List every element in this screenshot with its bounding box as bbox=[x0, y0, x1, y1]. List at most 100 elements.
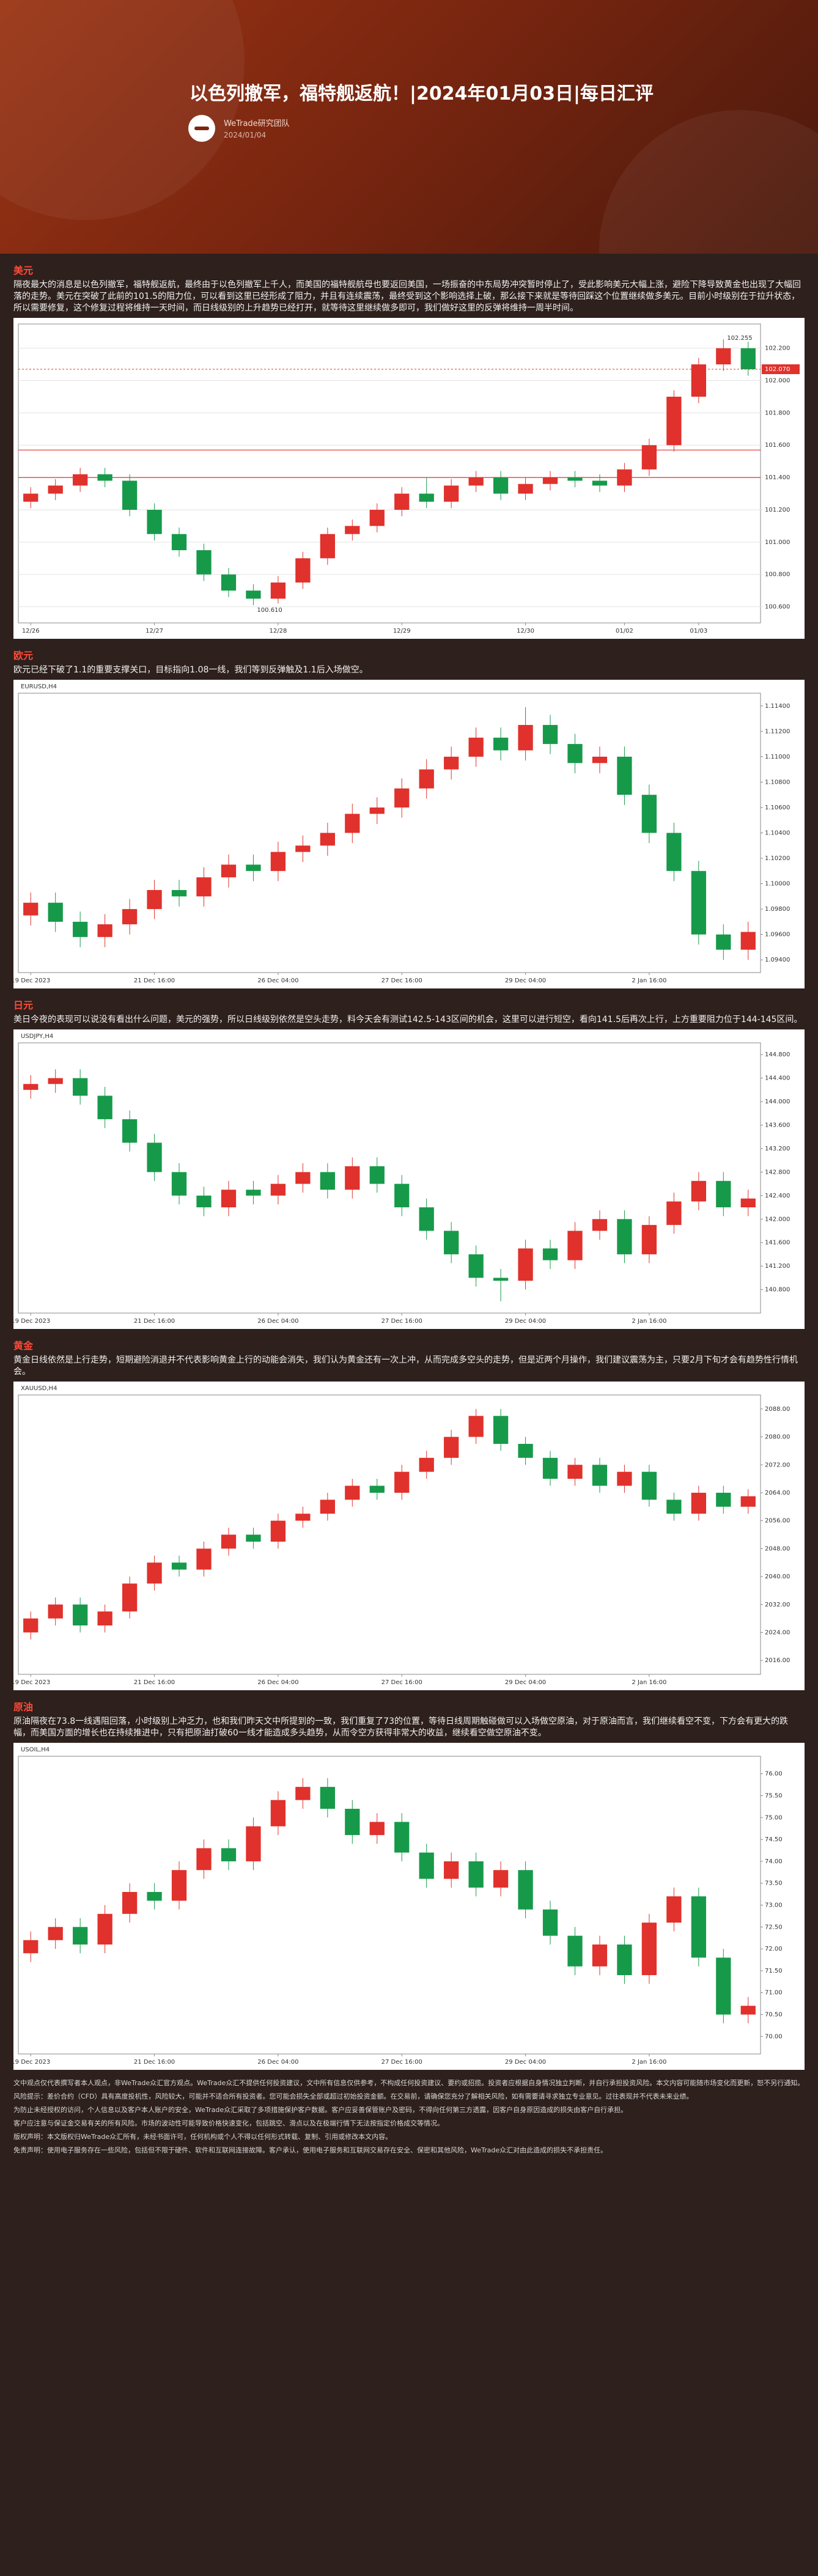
candle-body bbox=[295, 1514, 311, 1521]
candle-body bbox=[73, 1927, 88, 1945]
candle-body bbox=[740, 2006, 756, 2015]
candle-body bbox=[419, 1457, 434, 1472]
y-tick-label: 2032.00 bbox=[765, 1602, 790, 1608]
x-tick-label: 27 Dec 16:00 bbox=[381, 1679, 422, 1686]
candle-body bbox=[345, 814, 360, 833]
candle-body bbox=[666, 1201, 682, 1225]
y-tick-label: 75.00 bbox=[765, 1814, 783, 1821]
candle-body bbox=[468, 737, 484, 757]
disclaimer-text: 为防止未经授权的访问，个人信息以及客户本人账户的安全，WeTrade众汇采取了多… bbox=[13, 2106, 628, 2114]
y-tick-label: 2040.00 bbox=[765, 1573, 790, 1580]
y-tick-label: 2056.00 bbox=[765, 1518, 790, 1525]
y-tick-label: 142.000 bbox=[765, 1216, 790, 1223]
section: 原油 原油隔夜在73.8一线遇阻回落，小时级别上冲乏力，也和我们昨天文中所提到的一… bbox=[0, 1699, 818, 2070]
section: 美元 隔夜最大的消息是以色列撤军，福特舰返航，最终由于以色列撤军上千人，而美国的福… bbox=[0, 262, 818, 639]
candle-body bbox=[345, 1166, 360, 1190]
chart: USDJPY,H4 140.800 141.200 141.600 142.000 142… bbox=[13, 1029, 805, 1329]
x-tick-label: 19 Dec 2023 bbox=[13, 2059, 50, 2066]
candle-body bbox=[320, 1500, 335, 1514]
candle-body bbox=[542, 724, 558, 745]
candle-body bbox=[641, 795, 657, 833]
last-price-label: 102.070 bbox=[765, 366, 790, 373]
candle-body bbox=[171, 1562, 187, 1570]
candle-body bbox=[419, 769, 434, 789]
candle-body bbox=[270, 1520, 286, 1542]
candle-body bbox=[716, 1957, 731, 2015]
candle-body bbox=[23, 1618, 39, 1633]
chart-symbol: USOIL,H4 bbox=[21, 1746, 50, 1753]
y-tick-label: 101.000 bbox=[765, 539, 790, 546]
disclaimer-text: 风险提示：差价合约（CFD）具有高度投机性，风险较大，可能并不适合所有投资者。您… bbox=[13, 2092, 693, 2100]
candle-body bbox=[369, 1822, 385, 1835]
candle-body bbox=[196, 1195, 212, 1208]
x-tick-label: 27 Dec 16:00 bbox=[381, 2059, 422, 2066]
x-tick-label: 27 Dec 16:00 bbox=[381, 977, 422, 984]
y-tick-label: 100.800 bbox=[765, 572, 790, 578]
candle-body bbox=[716, 1492, 731, 1507]
candle-body bbox=[617, 1219, 632, 1254]
x-tick-label: 26 Dec 04:00 bbox=[257, 977, 298, 984]
candle-body bbox=[270, 1183, 286, 1196]
candle-body bbox=[196, 1848, 212, 1871]
candle-body bbox=[196, 1548, 212, 1570]
article-title: 以色列撤军，福特舰返航！|2024年01月03日|每日汇评 bbox=[190, 83, 654, 105]
plot-frame bbox=[18, 1394, 761, 1675]
section-heading: 日元 bbox=[13, 999, 34, 1011]
candle-body bbox=[592, 1465, 608, 1486]
candle-body bbox=[97, 924, 112, 937]
candle-body bbox=[518, 1870, 533, 1910]
candle-body bbox=[246, 864, 261, 871]
candle-body bbox=[246, 1534, 261, 1542]
candle-body bbox=[394, 1471, 410, 1493]
candle-body bbox=[419, 1207, 434, 1231]
candle-body bbox=[468, 1416, 484, 1437]
y-tick-label: 101.600 bbox=[765, 442, 790, 449]
candle-body bbox=[345, 1808, 360, 1835]
candle-body bbox=[740, 932, 756, 950]
x-tick-label: 2 Jan 16:00 bbox=[632, 2059, 666, 2066]
x-tick-label: 29 Dec 04:00 bbox=[505, 977, 546, 984]
disclaimer-text: 版权声明：本文版权归WeTrade众汇所有，未经书面许可，任何机构或个人不得以任… bbox=[13, 2133, 392, 2141]
candle-body bbox=[641, 1471, 657, 1500]
candle-body bbox=[295, 845, 311, 852]
y-tick-label: 1.10400 bbox=[765, 830, 790, 837]
candle-body bbox=[320, 1172, 335, 1190]
candle-body bbox=[493, 1870, 509, 1888]
candle-body bbox=[320, 1787, 335, 1809]
candle-body bbox=[48, 1927, 63, 1940]
x-tick-label: 2 Jan 16:00 bbox=[632, 1679, 666, 1686]
candle-body bbox=[493, 737, 509, 751]
x-tick-label: 12/29 bbox=[393, 628, 411, 635]
candle-body bbox=[147, 1562, 162, 1584]
y-tick-label: 2064.00 bbox=[765, 1490, 790, 1496]
candle-body bbox=[23, 1940, 39, 1954]
candle-body bbox=[567, 477, 583, 481]
candle-body bbox=[567, 1465, 583, 1479]
candle-body bbox=[518, 1248, 533, 1281]
candle-body bbox=[518, 724, 533, 751]
publish-date: 2024/01/04 bbox=[224, 131, 267, 139]
y-tick-label: 72.50 bbox=[765, 1924, 783, 1930]
chart: EURUSD,H4 1.09400 1.09600 1.09800 1.10000 1.1… bbox=[13, 680, 805, 988]
disclaimer-text: 客户应注意与保证金交易有关的所有风险。市场的波动性可能导致价格快速变化，包括跳空… bbox=[13, 2119, 444, 2127]
candle-body bbox=[270, 582, 286, 599]
section: 黄金 黄金日线依然是上行走势，短期避险消退并不代表影响黄金上行的动能会消失，我们认… bbox=[0, 1338, 818, 1690]
candle-body bbox=[419, 493, 434, 502]
candle-body bbox=[666, 833, 682, 871]
x-tick-label: 21 Dec 16:00 bbox=[134, 2059, 175, 2066]
x-tick-label: 26 Dec 04:00 bbox=[257, 1679, 298, 1686]
candle-body bbox=[468, 477, 484, 486]
candle-body bbox=[394, 1183, 410, 1208]
chart: 100.600 100.800 101.000 101.200 101.400 101.6… bbox=[13, 318, 805, 639]
y-tick-label: 1.10600 bbox=[765, 804, 790, 811]
y-tick-label: 102.000 bbox=[765, 378, 790, 385]
candle-body bbox=[171, 534, 187, 551]
x-tick-label: 12/27 bbox=[146, 628, 163, 635]
y-tick-label: 76.00 bbox=[765, 1771, 783, 1778]
y-tick-label: 1.09600 bbox=[765, 932, 790, 938]
y-tick-label: 141.200 bbox=[765, 1263, 790, 1270]
candle-body bbox=[122, 1119, 138, 1143]
candle-body bbox=[617, 1944, 632, 1976]
section: 欧元 欧元已经下破了1.1的重要支撑关口，目标指向1.08一线，我们等到反弹触及1… bbox=[0, 647, 818, 988]
